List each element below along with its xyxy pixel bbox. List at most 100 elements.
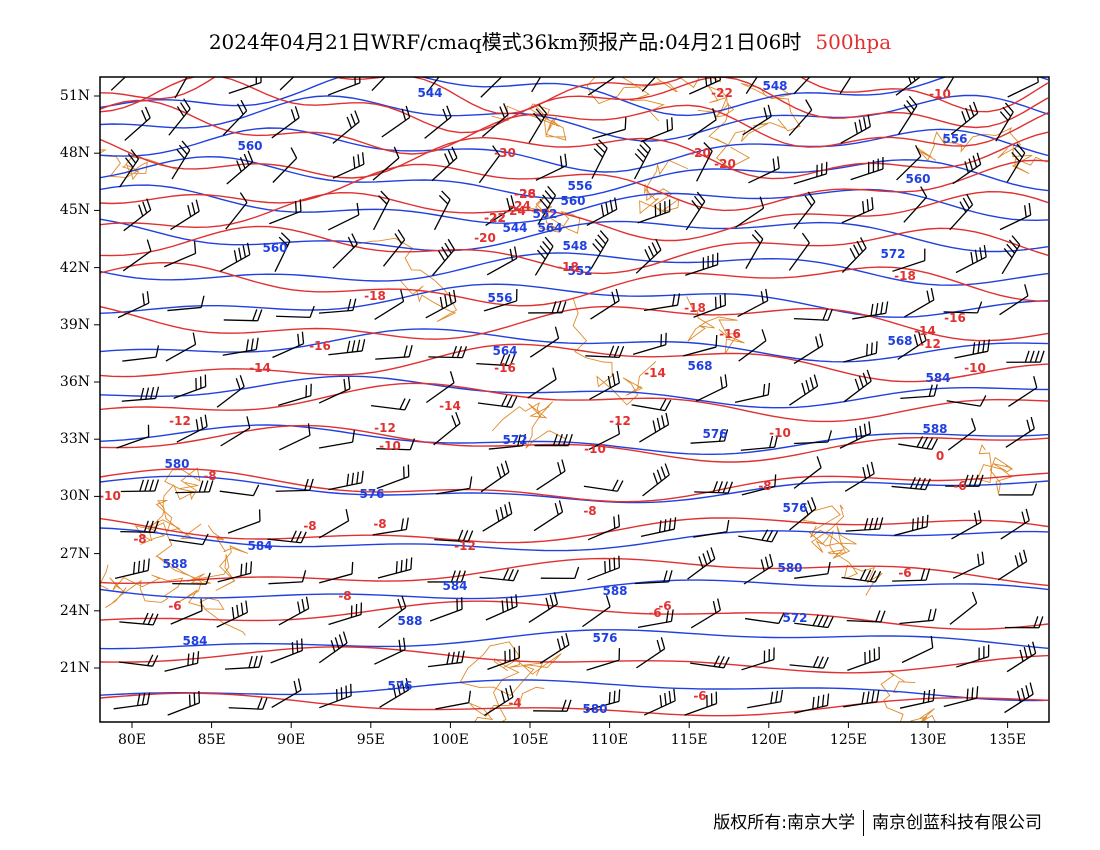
wind-barb-feather — [127, 153, 137, 164]
wind-barb-shaft — [222, 110, 248, 136]
wind-barb-feather — [513, 246, 518, 259]
wind-barb-feather — [717, 481, 723, 493]
temperature-contours — [100, 77, 1049, 717]
wind-barb-feather — [405, 677, 410, 690]
wind-barb-shaft — [949, 204, 974, 231]
wind-barb-feather — [932, 688, 936, 701]
copyright-footer: 版权所有:南京大学 南京创蓝科技有限公司 — [713, 808, 1042, 836]
wind-barb-feather — [1024, 350, 1030, 363]
wind-barb-feather — [236, 604, 240, 617]
wind-barb-shaft — [477, 402, 512, 408]
wind-barb-shaft — [951, 521, 982, 540]
wind-barb-shaft — [947, 429, 976, 451]
wind-barb-feather — [146, 291, 150, 304]
wind-barb-shaft — [1008, 387, 1038, 408]
wind-barb-feather — [461, 650, 465, 663]
wind-barb-feather — [694, 195, 703, 207]
wind-barb-shaft — [168, 108, 191, 136]
wind-barb-shaft — [272, 343, 304, 359]
wind-barb-feather — [294, 106, 300, 118]
height-contour — [100, 252, 1049, 286]
wind-barb-shaft — [382, 239, 406, 267]
height-contour — [100, 218, 1049, 253]
wind-barb-shaft — [117, 302, 150, 319]
wind-barb-shaft — [121, 397, 156, 402]
wind-barb-feather — [972, 155, 978, 168]
wind-barb-feather — [510, 195, 515, 208]
temperature-contour — [100, 382, 1049, 423]
wind-barb-feather — [927, 608, 932, 621]
wind-barb-feather — [356, 202, 360, 215]
wind-barb-feather — [192, 652, 195, 665]
wind-barb-feather — [492, 145, 501, 156]
wind-barb-feather — [187, 204, 192, 217]
wind-barb-shaft — [1000, 519, 1030, 540]
wind-barb-feather — [468, 690, 472, 703]
temperature-contour — [100, 190, 1049, 242]
wind-barb-feather — [981, 551, 985, 564]
height-label: 576 — [592, 631, 617, 645]
wind-barb-shaft — [533, 511, 563, 532]
height-label: 588 — [162, 557, 187, 571]
wind-barb-shaft — [943, 311, 978, 314]
wind-barb-feather — [441, 190, 451, 200]
lat-label: 24N — [59, 602, 90, 619]
wind-barb-shaft — [176, 425, 208, 443]
wind-barb-feather — [200, 295, 205, 308]
wind-barb-feather — [400, 518, 404, 531]
wind-barb-shaft — [995, 111, 1014, 142]
wind-barb-feather — [549, 594, 554, 607]
wind-barb-shaft — [274, 240, 291, 272]
temperature-contour — [100, 225, 1049, 275]
wind-barb-feather — [608, 345, 615, 358]
wind-barb-shaft — [744, 617, 779, 625]
wind-barb-feather — [398, 639, 402, 652]
wind-barb-shaft — [590, 300, 620, 320]
height-label: 580 — [777, 561, 802, 575]
wind-barb-shaft — [268, 581, 303, 585]
wind-barb-feather — [552, 367, 557, 380]
wind-barb-feather — [515, 594, 518, 607]
height-label: 552 — [532, 207, 557, 221]
wind-barb-feather — [816, 456, 822, 468]
wind-barb-feather — [354, 77, 356, 85]
temperature-label: -10 — [584, 442, 606, 456]
wind-barb-feather — [183, 98, 191, 110]
wind-barb-feather — [130, 149, 139, 160]
wind-barb-shaft — [429, 608, 463, 622]
wind-barb-feather — [447, 149, 454, 162]
wind-barb-feather — [1023, 549, 1028, 562]
wind-barb-feather — [561, 699, 567, 712]
wind-barb-shaft — [164, 252, 196, 268]
wind-barb-feather — [509, 685, 514, 698]
wind-barb-feather — [859, 425, 863, 438]
temperature-label: -8 — [758, 479, 771, 493]
wind-barb-feather — [1011, 235, 1021, 246]
wind-barb-feather — [439, 296, 444, 309]
wind-barb-feather — [863, 117, 867, 130]
wind-barb-feather — [461, 346, 468, 358]
wind-barb-shaft — [794, 441, 829, 445]
wind-barb-feather — [972, 101, 979, 114]
temperature-contour — [100, 77, 1049, 115]
wind-barb-feather — [803, 503, 809, 516]
wind-barb-shaft — [793, 173, 827, 185]
wind-barb-shaft — [485, 206, 515, 226]
wind-barb-feather — [301, 331, 305, 344]
wind-barb-feather — [309, 478, 314, 491]
temperature-label: -8 — [338, 589, 351, 603]
height-label: 580 — [582, 702, 607, 716]
wind-barb-shaft — [278, 607, 309, 626]
wind-barb-shaft — [318, 441, 353, 449]
temperature-label: -24 — [509, 199, 531, 213]
wind-barb-feather — [760, 559, 765, 572]
wind-barb-shaft — [267, 538, 302, 544]
lon-label: 135E — [989, 732, 1027, 748]
wind-barb-shaft — [119, 621, 154, 626]
wind-barb-feather — [435, 64, 442, 74]
wind-barb-feather — [827, 430, 832, 443]
height-label: 584 — [925, 371, 950, 385]
lon-label: 115E — [670, 732, 708, 748]
wind-barb-feather — [504, 460, 510, 473]
wind-barb-shaft — [217, 572, 251, 583]
